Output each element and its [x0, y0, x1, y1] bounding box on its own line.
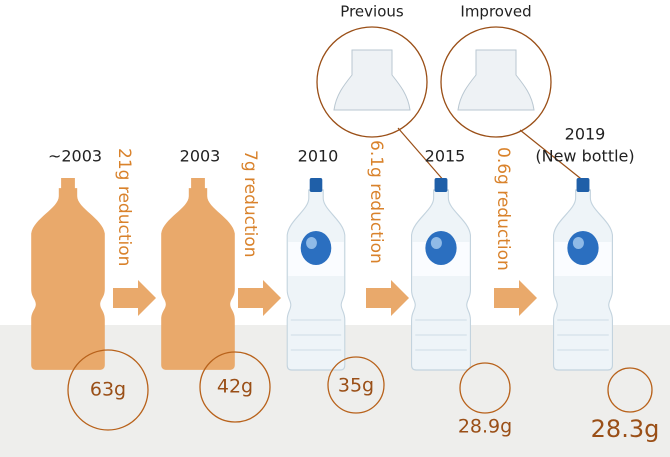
- reduction-label: 0.6g reduction: [493, 147, 513, 271]
- weight-label: 28.3g: [591, 415, 660, 443]
- year-note: (New bottle): [535, 147, 634, 166]
- weight-circle: [459, 362, 511, 414]
- closeup-label: Improved: [460, 3, 531, 21]
- closeup-improved: [440, 26, 586, 183]
- weight-label: 28.9g: [458, 416, 512, 438]
- bottle: [287, 178, 345, 370]
- reduction-label: 6.1g reduction: [366, 140, 386, 264]
- year-label: 2015: [425, 147, 466, 166]
- weight-label: 35g: [338, 375, 374, 397]
- reduction-label: 7g reduction: [240, 150, 260, 258]
- year-label: 2010: [298, 147, 339, 166]
- bottle-silhouette: [161, 178, 235, 370]
- bottle-silhouette: [31, 178, 105, 370]
- year-label: ~2003: [48, 147, 102, 166]
- weight-circle: [67, 349, 149, 431]
- weight-circle: [607, 367, 653, 413]
- bottle: [412, 178, 471, 370]
- arrows: [113, 280, 537, 316]
- year-label: 2019: [565, 125, 606, 144]
- weight-circle: [199, 351, 271, 423]
- year-label: 2003: [180, 147, 221, 166]
- bottle: [554, 178, 613, 370]
- weight-circle: [327, 356, 385, 414]
- weight-label: 42g: [217, 376, 253, 398]
- closeup-label: Previous: [340, 3, 404, 21]
- closeup-previous: [316, 26, 446, 183]
- reduction-label: 21g reduction: [114, 148, 134, 266]
- weight-label: 63g: [90, 379, 126, 401]
